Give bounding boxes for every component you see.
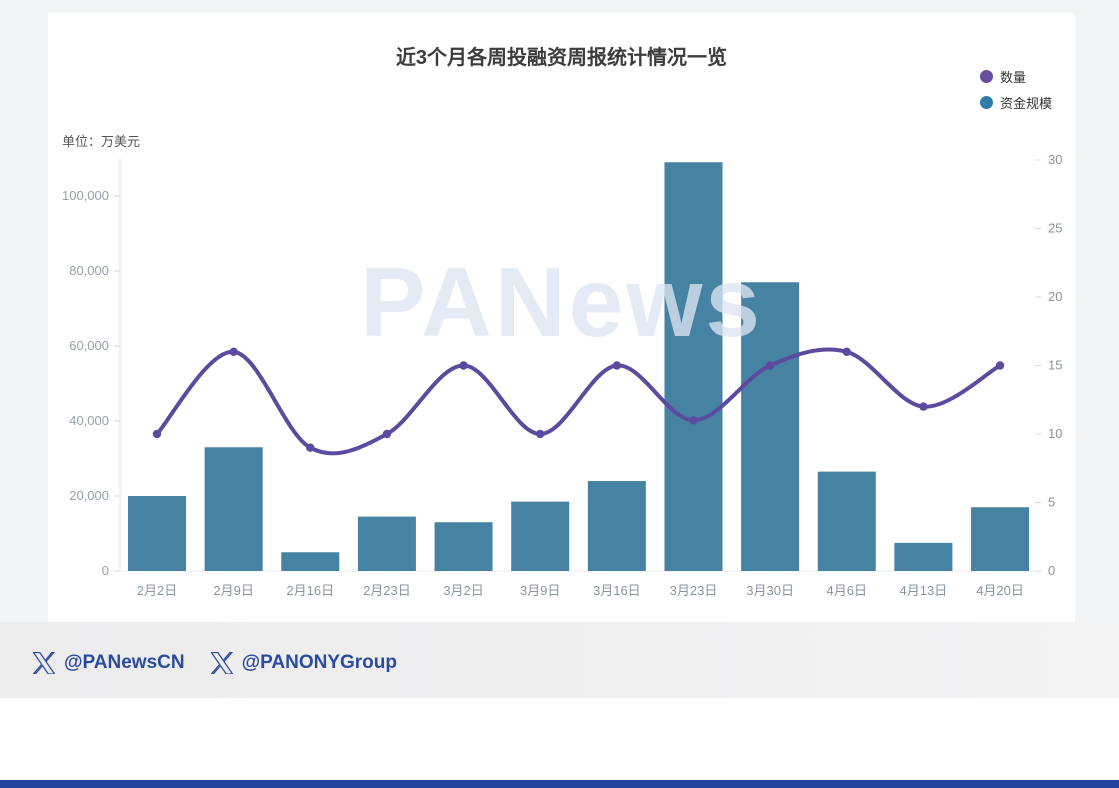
bar-2月16日[interactable] (281, 552, 340, 571)
point-4月13日[interactable] (919, 402, 928, 411)
x-handle-label: @PANONYGroup (241, 652, 397, 673)
bar-4月13日[interactable] (894, 542, 953, 571)
social-band (0, 622, 1119, 698)
legend-item-quantity[interactable]: 数量 (980, 67, 1052, 86)
bar-3月16日[interactable] (587, 481, 646, 571)
svg-text:2月16日: 2月16日 (286, 583, 334, 598)
bar-3月23日[interactable] (664, 162, 723, 571)
svg-text:100,000: 100,000 (62, 188, 109, 203)
x-handle-panewscn[interactable]: @PANewsCN (33, 652, 185, 674)
x-handle-panonygroup[interactable]: @PANONYGroup (210, 652, 397, 674)
svg-text:20: 20 (1048, 289, 1062, 304)
point-2月2日[interactable] (152, 429, 162, 439)
quantity-dot-icon (980, 70, 993, 83)
point-3月2日[interactable] (459, 361, 468, 370)
chart-card: 近3个月各周投融资周报统计情况一览 数量 资金规模 单位：万美元 0 20,000… (48, 13, 1075, 622)
point-2月16日[interactable] (306, 443, 315, 452)
x-logo-icon (33, 652, 55, 674)
point-3月9日[interactable] (536, 429, 545, 439)
svg-text:25: 25 (1048, 221, 1062, 236)
point-3月30日[interactable] (765, 361, 775, 370)
svg-text:3月9日: 3月9日 (520, 583, 560, 598)
x-logo-icon (210, 652, 233, 674)
legend-label-quantity: 数量 (1000, 70, 1027, 85)
bar-3月30日[interactable] (741, 282, 800, 571)
svg-text:3月2日: 3月2日 (443, 583, 483, 598)
bottom-accent-bar (0, 780, 1119, 788)
point-3月16日[interactable] (612, 361, 622, 370)
point-2月23日[interactable] (382, 429, 392, 439)
svg-text:15: 15 (1048, 358, 1062, 373)
svg-text:2月2日: 2月2日 (137, 583, 177, 598)
svg-text:3月23日: 3月23日 (670, 583, 718, 598)
svg-text:0: 0 (102, 563, 109, 578)
point-2月9日[interactable] (229, 347, 238, 356)
social-handles: @PANewsCN @PANONYGroup (33, 652, 397, 674)
point-3月23日[interactable] (689, 416, 698, 425)
point-4月6日[interactable] (842, 347, 851, 356)
svg-text:4月20日: 4月20日 (976, 583, 1024, 598)
svg-text:60,000: 60,000 (69, 338, 109, 353)
svg-text:2月23日: 2月23日 (363, 583, 411, 598)
svg-text:80,000: 80,000 (69, 263, 109, 278)
svg-text:4月13日: 4月13日 (900, 583, 948, 598)
svg-text:30: 30 (1048, 152, 1062, 167)
svg-text:3月16日: 3月16日 (593, 583, 641, 598)
bar-4月20日[interactable] (971, 507, 1030, 571)
chart-title: 近3个月各周投融资周报统计情况一览 (395, 47, 728, 69)
svg-text:5: 5 (1048, 495, 1055, 510)
point-4月20日[interactable] (995, 361, 1005, 370)
svg-text:20,000: 20,000 (69, 488, 109, 503)
funding-dot-icon (980, 96, 993, 109)
bar-3月2日[interactable] (434, 522, 493, 571)
chart-legend: 数量 资金规模 (980, 67, 1052, 119)
bar-4月6日[interactable] (817, 471, 876, 571)
svg-text:2月9日: 2月9日 (213, 583, 253, 598)
svg-text:3月30日: 3月30日 (746, 583, 794, 598)
bar-2月9日[interactable] (204, 447, 263, 571)
svg-text:4月6日: 4月6日 (827, 583, 867, 598)
legend-item-funding[interactable]: 资金规模 (980, 93, 1052, 112)
legend-label-funding: 资金规模 (1000, 96, 1053, 111)
bar-2月2日[interactable] (128, 496, 186, 571)
bar-3月9日[interactable] (511, 501, 570, 571)
svg-text:0: 0 (1048, 563, 1055, 578)
chart-canvas: 0 20,000 40,000 60,000 80,000 100,000 0 5 10 15 20… (62, 152, 1062, 598)
footer: PANews 扫码下载应用 阅读原文 (0, 698, 1119, 780)
svg-text:10: 10 (1048, 426, 1062, 441)
x-handle-label: @PANewsCN (64, 652, 185, 673)
axis-unit-label: 单位：万美元 (62, 134, 141, 149)
svg-text:40,000: 40,000 (69, 413, 109, 428)
bar-2月23日[interactable] (357, 516, 416, 571)
